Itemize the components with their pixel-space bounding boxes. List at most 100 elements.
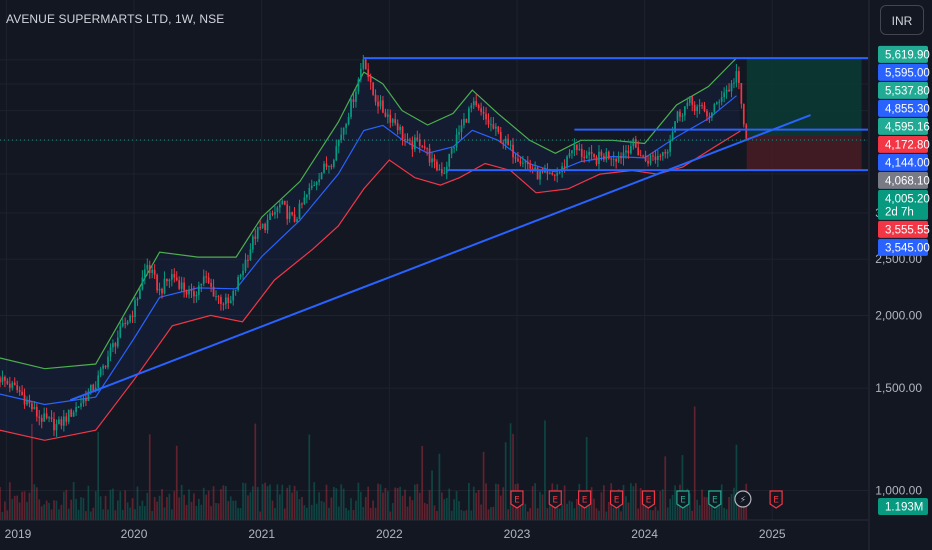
volume-bar — [659, 491, 662, 520]
volume-bar — [220, 489, 222, 520]
volume-bar — [259, 511, 262, 520]
price-label-text: 4,172.80 — [885, 139, 930, 151]
candle-body — [107, 356, 109, 368]
volume-bar — [276, 484, 279, 520]
candle-body — [109, 347, 112, 357]
candle-body — [301, 203, 303, 205]
volume-bar — [593, 498, 595, 520]
volume-bar — [33, 484, 36, 520]
earnings-event-icon[interactable]: E — [510, 490, 524, 509]
volume-bar — [605, 511, 608, 520]
candle-body — [136, 298, 139, 301]
price-label-text: 4,068.10 — [885, 175, 930, 187]
candle-body — [62, 416, 65, 426]
candle-body — [561, 166, 563, 172]
candle-body — [539, 171, 541, 180]
candle-body — [666, 151, 669, 154]
volume-bar — [89, 511, 92, 520]
earnings-event-icon[interactable]: E — [769, 490, 783, 509]
candle-body — [58, 419, 60, 425]
candle-body — [264, 223, 266, 231]
volume-bar — [431, 470, 433, 520]
candle-body — [320, 172, 323, 180]
candle-body — [210, 282, 212, 287]
earnings-event-icon[interactable]: E — [578, 490, 592, 509]
candle-body — [617, 156, 620, 162]
price-label: 4,068.10 — [878, 171, 930, 189]
candle-body — [359, 68, 362, 80]
candle-body — [603, 155, 605, 160]
volume-bar — [119, 491, 122, 520]
candle-body — [229, 300, 232, 304]
candle-body — [566, 156, 568, 167]
candle-body — [684, 106, 686, 116]
candle-body — [426, 148, 428, 150]
trendlines[interactable] — [0, 57, 868, 402]
candle-body — [347, 116, 350, 125]
volume-bar — [718, 493, 721, 520]
earnings-event-icon[interactable]: E — [641, 490, 656, 509]
candle-body — [399, 126, 401, 131]
candle-body — [271, 213, 274, 215]
volume-bar — [205, 494, 208, 520]
candle-body — [637, 147, 640, 156]
candle-body — [738, 71, 740, 84]
candle-body — [443, 172, 446, 174]
candle-body — [55, 424, 58, 431]
candle-body — [652, 155, 654, 157]
y-axis: 1,000.001,500.002,000.002,500.003,000.00… — [868, 0, 930, 550]
volume-bar — [92, 507, 95, 520]
earnings-event-icon[interactable]: E — [548, 490, 562, 509]
bar-countdown-text: 2d 7h — [885, 206, 914, 218]
event-marker-label: E — [614, 496, 620, 506]
volume-bar — [234, 500, 237, 520]
volume-bar — [242, 482, 244, 520]
candle-body — [691, 96, 694, 105]
candle-body — [296, 219, 298, 222]
volume-bar — [693, 406, 696, 520]
y-tick-label: 2,000.00 — [875, 308, 922, 322]
volume-bar — [698, 505, 701, 520]
volume-bar — [372, 500, 374, 520]
split-event-icon[interactable]: ⚡ — [734, 490, 752, 508]
event-markers[interactable]: E E E E E E E ⚡ E — [510, 490, 783, 509]
profit-zone[interactable] — [746, 58, 862, 137]
volume-bar — [563, 485, 566, 520]
candle-body — [467, 108, 470, 123]
volume-bar — [173, 490, 176, 520]
volume-bar — [598, 510, 600, 520]
support-trendline[interactable] — [69, 114, 811, 402]
volume-bar — [224, 485, 227, 520]
volume-bar — [188, 489, 190, 520]
candle-body — [97, 375, 100, 388]
candle-body — [620, 156, 622, 159]
volume-bar — [166, 497, 168, 520]
volume-bar — [529, 508, 532, 520]
candle-body — [146, 264, 149, 270]
earnings-event-icon[interactable]: E — [609, 490, 624, 509]
candle-body — [362, 59, 365, 69]
candle-body — [35, 406, 38, 417]
volume-bar — [644, 503, 647, 520]
volume-bar — [480, 504, 482, 520]
event-marker-label: E — [582, 496, 588, 506]
loss-zone[interactable] — [746, 136, 862, 171]
volume-bar — [148, 434, 151, 520]
candle-body — [642, 155, 645, 157]
candle-body — [87, 391, 90, 402]
earnings-event-icon[interactable]: E — [708, 490, 722, 509]
volume-bar — [359, 491, 362, 520]
earnings-event-icon[interactable]: E — [676, 490, 690, 509]
currency-button[interactable]: INR — [880, 5, 924, 35]
candle-body — [239, 275, 242, 278]
volume-bar — [124, 490, 127, 520]
candle-body — [472, 101, 475, 106]
candle-body — [121, 322, 124, 327]
volume-bar — [664, 456, 667, 520]
x-tick-label: 2024 — [631, 527, 658, 541]
volume-bar — [72, 482, 75, 520]
candle-body — [357, 79, 360, 92]
volume-bar — [129, 507, 131, 520]
candle-body — [342, 127, 345, 135]
